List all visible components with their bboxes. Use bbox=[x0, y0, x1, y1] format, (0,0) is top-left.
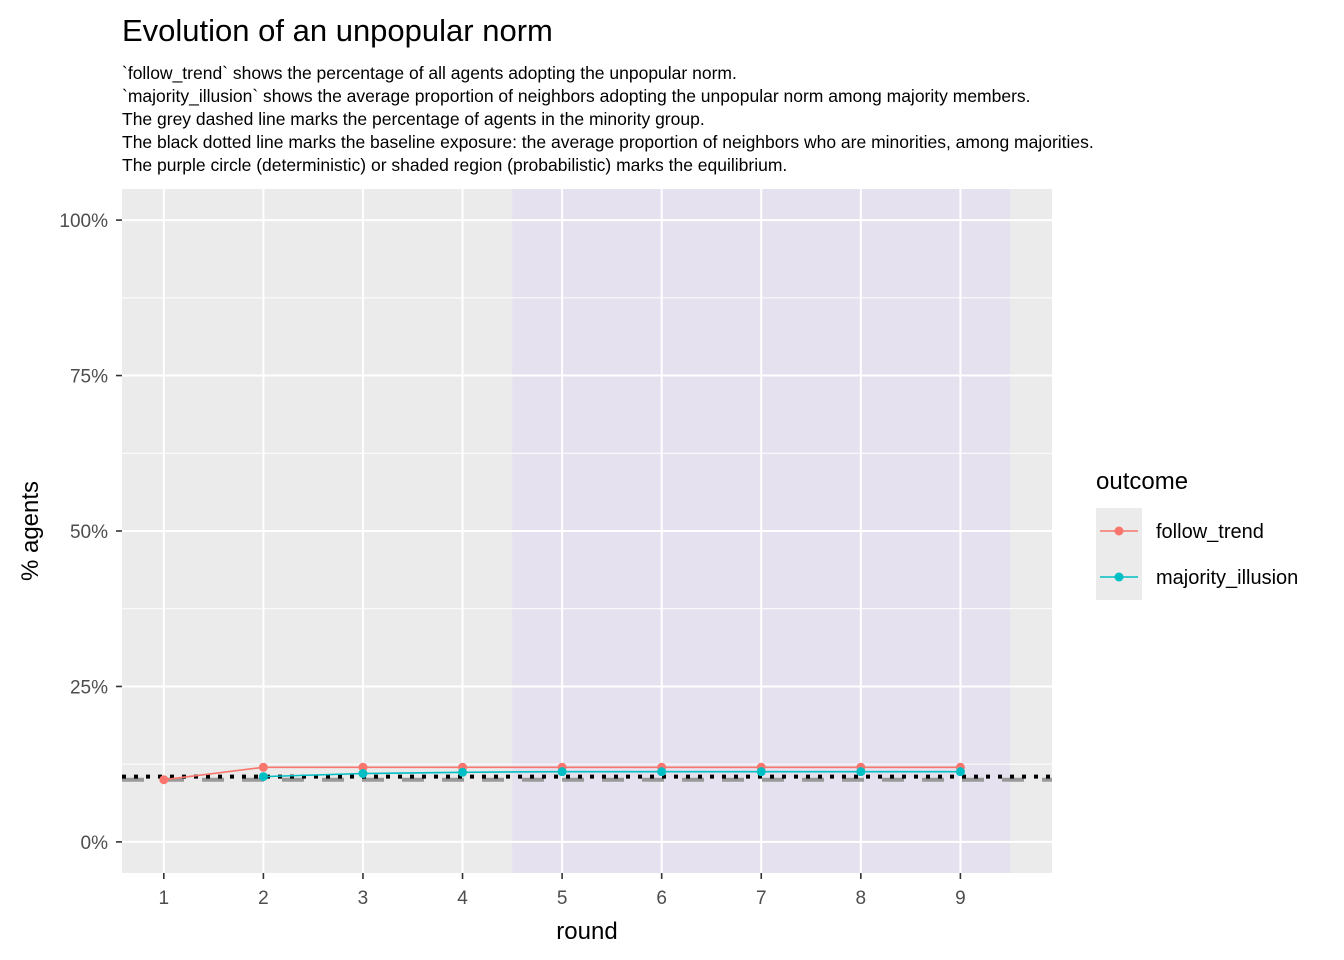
series-line-majority-illusion bbox=[263, 770, 961, 778]
y-tick-label: 0% bbox=[81, 833, 109, 854]
legend-title: outcome bbox=[1096, 468, 1188, 495]
data-point-follow-trend bbox=[258, 762, 268, 772]
data-point-majority-illusion bbox=[856, 767, 866, 777]
subtitle-line: `follow_trend` shows the percentage of a… bbox=[122, 63, 737, 84]
x-tick-label: 8 bbox=[856, 888, 867, 909]
x-tick-label: 9 bbox=[955, 888, 966, 909]
chart-title: Evolution of an unpopular norm bbox=[122, 13, 553, 48]
legend: outcome follow_trend majority_illusion bbox=[1096, 468, 1298, 600]
subtitle-line: The purple circle (deterministic) or sha… bbox=[122, 155, 787, 175]
x-tick-label: 3 bbox=[358, 888, 369, 909]
legend-key-point-follow-trend bbox=[1114, 526, 1124, 536]
x-tick-label: 7 bbox=[756, 888, 767, 909]
reference-lines bbox=[122, 774, 1052, 782]
data-point-majority-illusion bbox=[458, 767, 468, 777]
data-point-majority-illusion bbox=[557, 767, 567, 777]
data-point-majority-illusion bbox=[756, 767, 766, 777]
x-tick-label: 2 bbox=[258, 888, 269, 909]
y-tick-label: 50% bbox=[70, 522, 108, 543]
minor-gridlines bbox=[122, 297, 1052, 765]
subtitle-line: `majority_illusion` shows the average pr… bbox=[122, 86, 1031, 107]
data-point-follow-trend bbox=[159, 775, 169, 785]
x-axis-title: round bbox=[556, 918, 617, 945]
y-tick-label: 75% bbox=[70, 367, 108, 388]
y-axis: 0% 25% 50% 75% 100% bbox=[59, 211, 122, 854]
legend-label-follow-trend: follow_trend bbox=[1156, 521, 1264, 543]
x-tick-label: 5 bbox=[557, 888, 568, 909]
legend-key-point-majority-illusion bbox=[1114, 572, 1124, 582]
y-tick-label: 100% bbox=[59, 211, 108, 232]
legend-label-majority-illusion: majority_illusion bbox=[1156, 567, 1298, 589]
x-tick-label: 6 bbox=[656, 888, 667, 909]
data-point-majority-illusion bbox=[657, 767, 667, 777]
x-tick-label: 1 bbox=[159, 888, 170, 909]
legend-keys bbox=[1096, 508, 1142, 600]
subtitle-line: The grey dashed line marks the percentag… bbox=[122, 109, 705, 129]
y-axis-title: % agents bbox=[17, 481, 44, 581]
series-layer bbox=[159, 762, 965, 785]
subtitle-line: The black dotted line marks the baseline… bbox=[122, 132, 1094, 152]
y-tick-label: 25% bbox=[70, 677, 108, 698]
data-point-majority-illusion bbox=[955, 767, 965, 777]
data-point-majority-illusion bbox=[258, 772, 268, 782]
chart-subtitle: `follow_trend` shows the percentage of a… bbox=[122, 63, 1094, 175]
x-axis: 1 2 3 4 5 6 7 8 9 bbox=[159, 873, 966, 909]
data-point-follow-trend bbox=[358, 762, 368, 772]
major-gridlines bbox=[122, 189, 1052, 873]
x-tick-label: 4 bbox=[457, 888, 468, 909]
data-point-majority-illusion bbox=[358, 769, 368, 779]
